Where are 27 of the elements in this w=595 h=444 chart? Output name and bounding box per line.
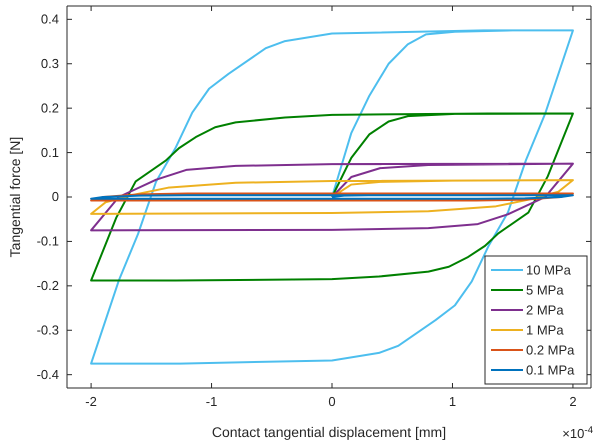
x-tick-label: 2 — [569, 394, 577, 410]
y-tick-label: 0.3 — [40, 56, 59, 71]
y-tick-label: 0.2 — [40, 100, 59, 116]
text: ×10$^{-4}$ — [562, 424, 594, 441]
x-tick-label: -1 — [206, 394, 218, 410]
legend-label: 0.2 MPa — [526, 342, 576, 358]
x-tick-label: 0 — [328, 394, 336, 410]
x-tick-label: 1 — [448, 394, 456, 410]
x-axis-title: Contact tangential displacement [mm] — [212, 424, 446, 440]
y-tick-label: 0.1 — [40, 144, 59, 160]
y-tick-label: -0.4 — [36, 366, 59, 382]
y-tick-label: 0.4 — [40, 11, 59, 26]
x-tick-label: -2 — [85, 394, 97, 410]
legend-label: 2 MPa — [526, 302, 564, 318]
y-axis-title: Tangential force [N] — [7, 136, 23, 258]
line-series — [90, 179, 574, 215]
line-series — [90, 29, 574, 365]
line-series — [90, 162, 574, 232]
y-tick-label: 0 — [52, 189, 59, 204]
y-tick-label: -0.3 — [36, 322, 59, 338]
legend-label: 0.1 MPa — [526, 362, 576, 378]
legend-label: 5 MPa — [526, 282, 564, 298]
y-tick-label: -0.1 — [36, 234, 59, 249]
legend-label: 10 MPa — [526, 262, 572, 278]
legend-label: 1 MPa — [526, 322, 564, 338]
y-tick-label: -0.2 — [36, 278, 59, 293]
line-series — [90, 112, 574, 282]
